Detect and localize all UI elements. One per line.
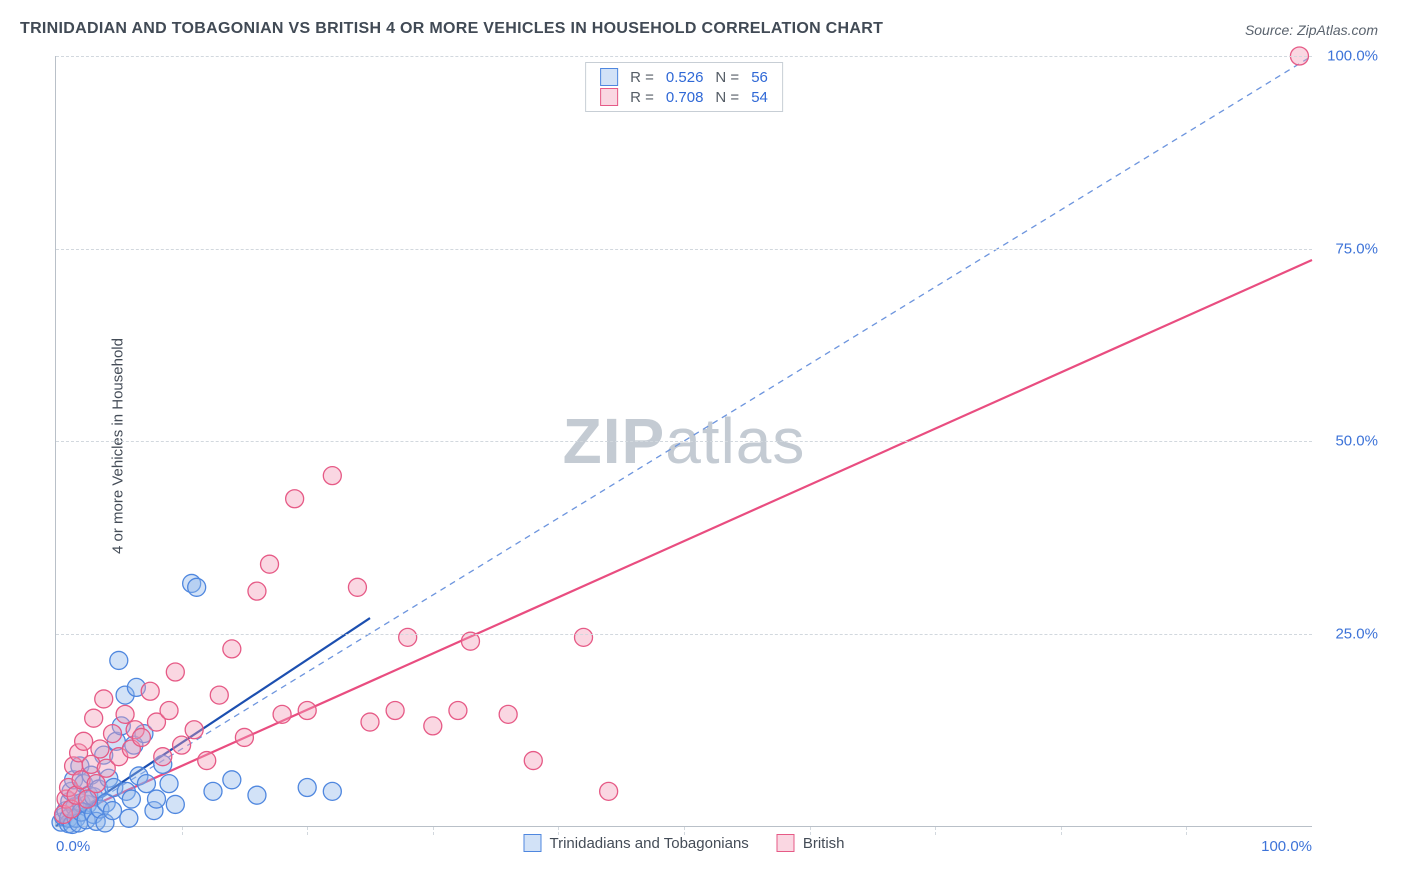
y-tick-label: 100.0% [1327, 48, 1378, 65]
y-tick-label: 25.0% [1335, 625, 1378, 642]
data-point [122, 790, 140, 808]
legend-swatch [523, 834, 541, 852]
gridline [56, 441, 1312, 442]
legend-swatch [600, 88, 618, 106]
data-point [75, 732, 93, 750]
data-point [386, 702, 404, 720]
data-point [449, 702, 467, 720]
data-point [185, 721, 203, 739]
data-point [160, 702, 178, 720]
legend-n-value: 54 [751, 89, 768, 106]
data-point [91, 740, 109, 758]
y-tick-label: 50.0% [1335, 433, 1378, 450]
data-point [323, 467, 341, 485]
data-point [137, 775, 155, 793]
x-tick [1061, 827, 1062, 835]
data-point [273, 705, 291, 723]
x-tick-label: 100.0% [1261, 838, 1312, 855]
data-point [286, 490, 304, 508]
data-point [575, 628, 593, 646]
data-point [235, 728, 253, 746]
data-point [323, 782, 341, 800]
gridline [56, 634, 1312, 635]
legend-swatch [777, 834, 795, 852]
legend-n-value: 56 [751, 69, 768, 86]
data-point [298, 702, 316, 720]
legend-r-value: 0.708 [666, 89, 704, 106]
legend-n-label: N = [715, 69, 739, 86]
data-point [298, 779, 316, 797]
legend-series-label: Trinidadians and Tobagonians [549, 835, 748, 852]
data-point [524, 752, 542, 770]
data-point [95, 690, 113, 708]
x-tick [1186, 827, 1187, 835]
x-tick-label: 0.0% [56, 838, 90, 855]
data-point [110, 651, 128, 669]
data-point [461, 632, 479, 650]
x-tick [935, 827, 936, 835]
gridline [56, 56, 1312, 57]
data-point [261, 555, 279, 573]
data-point [154, 748, 172, 766]
data-point [147, 790, 165, 808]
data-point [141, 682, 159, 700]
data-point [198, 752, 216, 770]
chart-title: TRINIDADIAN AND TOBAGONIAN VS BRITISH 4 … [20, 20, 883, 38]
data-point [424, 717, 442, 735]
data-point [173, 736, 191, 754]
data-point [166, 663, 184, 681]
data-point [361, 713, 379, 731]
data-point [248, 786, 266, 804]
data-point [348, 578, 366, 596]
legend-n-label: N = [715, 89, 739, 106]
legend-stats-row: R = 0.526 N = 56 [600, 67, 768, 87]
legend-r-label: R = [630, 69, 654, 86]
legend-series-item: British [777, 834, 845, 852]
legend-swatch [600, 68, 618, 86]
data-point [188, 578, 206, 596]
gridline [56, 249, 1312, 250]
legend-series-label: British [803, 835, 845, 852]
x-tick [810, 827, 811, 835]
data-point [160, 775, 178, 793]
x-tick [558, 827, 559, 835]
data-point [223, 640, 241, 658]
legend-r-value: 0.526 [666, 69, 704, 86]
data-point [210, 686, 228, 704]
data-point [204, 782, 222, 800]
data-point [85, 709, 103, 727]
data-point [248, 582, 266, 600]
x-tick [433, 827, 434, 835]
legend-stats-row: R = 0.708 N = 54 [600, 87, 768, 107]
legend-stats: R = 0.526 N = 56 R = 0.708 N = 54 [585, 62, 783, 112]
data-point [223, 771, 241, 789]
legend-series-item: Trinidadians and Tobagonians [523, 834, 748, 852]
plot-area: ZIPatlas R = 0.526 N = 56 R = 0.708 N = … [55, 56, 1312, 827]
data-point [499, 705, 517, 723]
data-point [104, 802, 122, 820]
data-point [166, 795, 184, 813]
data-point [116, 705, 134, 723]
y-tick-label: 75.0% [1335, 240, 1378, 257]
source-attribution: Source: ZipAtlas.com [1245, 22, 1378, 38]
data-point [120, 809, 138, 827]
data-point [132, 728, 150, 746]
x-tick [307, 827, 308, 835]
legend-series: Trinidadians and Tobagonians British [523, 834, 844, 852]
data-point [104, 725, 122, 743]
data-point [600, 782, 618, 800]
legend-r-label: R = [630, 89, 654, 106]
data-point [399, 628, 417, 646]
data-point [87, 775, 105, 793]
x-tick [182, 827, 183, 835]
x-tick [684, 827, 685, 835]
